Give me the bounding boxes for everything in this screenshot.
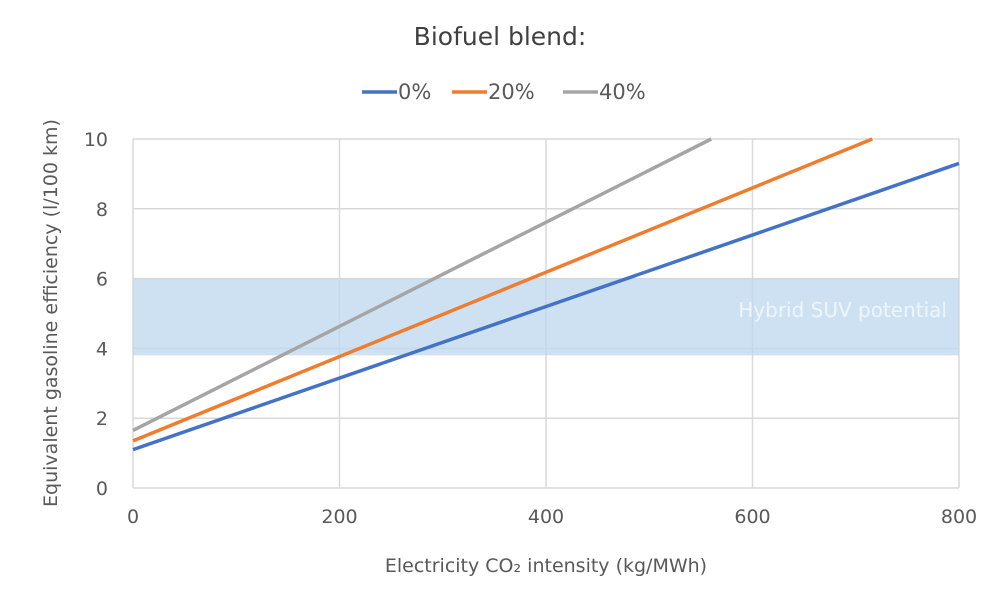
y-tick-label: 6 — [96, 269, 108, 291]
x-tick-label: 400 — [528, 506, 564, 528]
y-tick-label: 2 — [96, 408, 108, 430]
hybrid-suv-band: Hybrid SUV potential — [133, 278, 959, 356]
legend-label: 40% — [599, 80, 646, 104]
series-line-0pct — [132, 161, 960, 452]
legend-label: 0% — [398, 80, 431, 104]
x-tick-label: 0 — [127, 506, 139, 528]
y-tick-label: 10 — [84, 129, 108, 151]
tick-labels: 0 200 400 600 800 0 2 4 6 8 10 — [84, 129, 977, 528]
series-line-40pct — [132, 137, 712, 432]
chart-title: Biofuel blend: — [414, 22, 587, 51]
x-tick-label: 800 — [941, 506, 977, 528]
y-axis-label: Equivalent gasoline efficiency (l/100 km… — [40, 119, 62, 507]
y-tick-label: 0 — [96, 478, 108, 500]
x-axis-label: Electricity CO₂ intensity (kg/MWh) — [385, 555, 707, 577]
band-label: Hybrid SUV potential — [738, 298, 947, 322]
legend: 0% 20% 40% — [362, 80, 646, 104]
legend-label: 20% — [488, 80, 535, 104]
x-tick-label: 200 — [321, 506, 357, 528]
y-tick-label: 8 — [96, 199, 108, 221]
x-tick-label: 600 — [734, 506, 770, 528]
series-lines — [132, 137, 960, 452]
band-rect — [133, 278, 959, 356]
series-line-20pct — [132, 137, 873, 443]
y-tick-label: 4 — [96, 338, 108, 360]
